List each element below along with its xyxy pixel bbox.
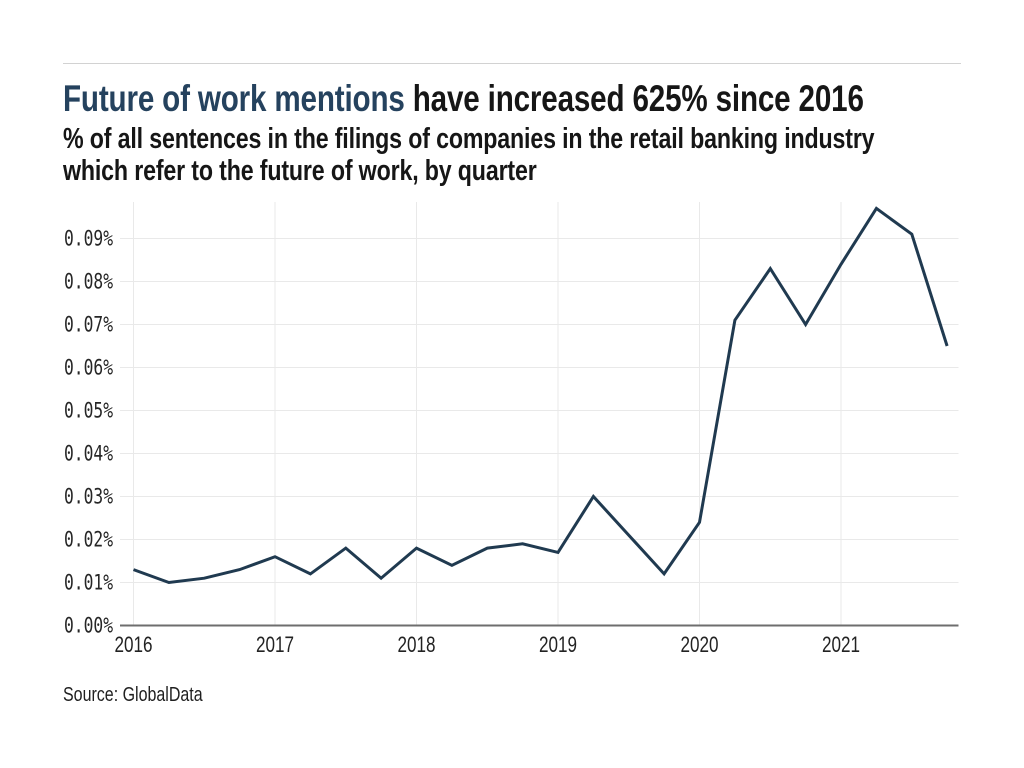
- subtitle-line-1: % of all sentences in the filings of com…: [63, 123, 875, 155]
- y-tick-label: 0.07%: [64, 313, 113, 337]
- x-tick-label: 2020: [681, 632, 719, 657]
- y-tick-label: 0.05%: [64, 399, 113, 423]
- x-tick-label: 2018: [398, 632, 436, 657]
- y-tick-label: 0.00%: [64, 614, 113, 638]
- y-tick-label: 0.08%: [64, 270, 113, 294]
- x-tick-label: 2017: [256, 632, 294, 657]
- subtitle-line-2: which refer to the future of work, by qu…: [63, 155, 537, 187]
- top-divider: [63, 63, 961, 64]
- y-tick-label: 0.02%: [64, 528, 113, 552]
- title-rest: have increased 625% since 2016: [404, 78, 864, 119]
- title-highlight: Future of work mentions: [63, 78, 405, 119]
- y-axis-labels: 0.00% 0.01% 0.02% 0.03% 0.04% 0.05% 0.06% 0.07%…: [64, 227, 113, 638]
- y-tick-label: 0.04%: [64, 442, 113, 466]
- y-tick-label: 0.03%: [64, 485, 113, 509]
- x-tick-label: 2021: [822, 632, 860, 657]
- x-axis-labels: 2016 2017 2018 2019 2020 2021: [115, 632, 861, 657]
- chart-subtitle: % of all sentences in the filings of com…: [63, 123, 1023, 187]
- quarterly-mentions-line: [132, 206, 949, 585]
- gridlines: [120, 202, 959, 625]
- x-tick-label: 2016: [115, 632, 153, 657]
- data-series: [132, 206, 949, 585]
- x-tick-label: 2019: [539, 632, 577, 657]
- source-label: Source: GlobalData: [63, 684, 203, 706]
- y-tick-label: 0.09%: [64, 227, 113, 251]
- y-tick-label: 0.06%: [64, 356, 113, 380]
- y-tick-label: 0.01%: [64, 571, 113, 595]
- chart-title: Future of work mentions have increased 6…: [63, 77, 1023, 120]
